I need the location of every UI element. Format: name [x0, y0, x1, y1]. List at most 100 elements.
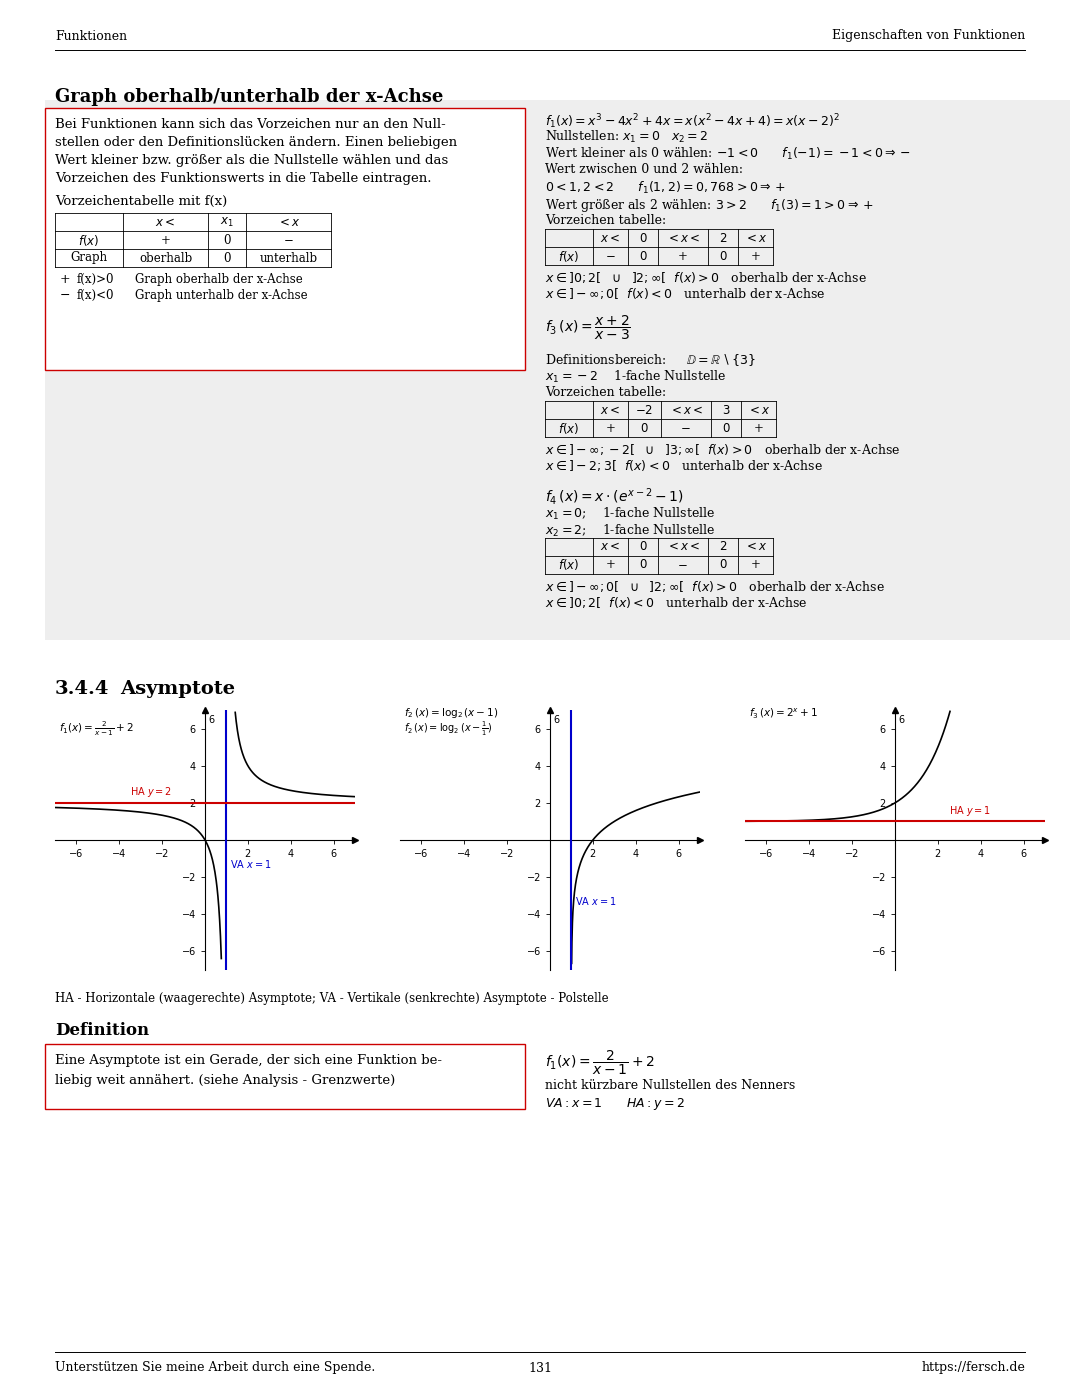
- Text: $x <$: $x <$: [600, 541, 621, 553]
- Text: $x \in ]-\infty;0[\ \ f(x) < 0\ \ $ unterhalb der x-Achse: $x \in ]-\infty;0[\ \ f(x) < 0\ \ $ unte…: [545, 286, 825, 300]
- Text: $x_1 = -2$    1-fache Nullstelle: $x_1 = -2$ 1-fache Nullstelle: [545, 369, 727, 386]
- Text: f(x)>0: f(x)>0: [77, 272, 114, 286]
- Text: −: −: [606, 250, 616, 263]
- Text: Nullstellen: $x_1 = 0\quad x_2 = 2$: Nullstellen: $x_1 = 0\quad x_2 = 2$: [545, 129, 708, 145]
- Text: Definition: Definition: [55, 1023, 149, 1039]
- Text: $f_3\,(x) = \dfrac{x+2}{x-3}$: $f_3\,(x) = \dfrac{x+2}{x-3}$: [545, 314, 631, 342]
- Text: 3.4.4: 3.4.4: [55, 680, 109, 698]
- Text: Definitionsbereich:     $\mathbb{D} = \mathbb{R} \setminus \{3\}$: Definitionsbereich: $\mathbb{D} = \mathb…: [545, 352, 756, 367]
- Text: unterhalb: unterhalb: [259, 251, 318, 264]
- Text: $0 < 1,2 < 2$      $f_1(1,2) = 0,768 > 0 \Rightarrow +$: $0 < 1,2 < 2$ $f_1(1,2) = 0,768 > 0 \Rig…: [545, 180, 786, 196]
- Text: $f_2\,(x) = \log_2(x-\frac{1}{1})$: $f_2\,(x) = \log_2(x-\frac{1}{1})$: [404, 719, 492, 738]
- Text: +: +: [60, 272, 70, 286]
- Text: Eine Asymptote ist ein Gerade, der sich eine Funktion be-: Eine Asymptote ist ein Gerade, der sich …: [55, 1053, 442, 1067]
- Text: $0$: $0$: [638, 250, 647, 263]
- Text: $f_2\,(x) = \log_2(x-1)$: $f_2\,(x) = \log_2(x-1)$: [404, 707, 499, 721]
- Text: Wert größer als 2 wählen: $3 > 2$      $f_1(3) = 1 > 0 \Rightarrow +$: Wert größer als 2 wählen: $3 > 2$ $f_1(3…: [545, 197, 874, 214]
- Text: $2$: $2$: [719, 541, 727, 553]
- Text: $0$: $0$: [638, 232, 647, 244]
- Text: $0$: $0$: [638, 559, 647, 571]
- Text: VA $x=1$: VA $x=1$: [230, 858, 271, 870]
- Text: Wert kleiner als 0 wählen: $-1 < 0$      $f_1(-1) = -1 < 0 \Rightarrow -$: Wert kleiner als 0 wählen: $-1 < 0$ $f_1…: [545, 147, 912, 162]
- Text: Vorzeichen tabelle:: Vorzeichen tabelle:: [545, 214, 666, 226]
- Text: $< x <$: $< x <$: [669, 404, 703, 416]
- Text: $f_3\,(x) = 2^x+1$: $f_3\,(x) = 2^x+1$: [750, 707, 819, 721]
- Text: $f(x)$: $f(x)$: [558, 249, 580, 264]
- Text: $0$: $0$: [721, 422, 730, 434]
- Text: $x \in ]0;2[\ \ f(x) < 0\ \ $ unterhalb der x-Achse: $x \in ]0;2[\ \ f(x) < 0\ \ $ unterhalb …: [545, 595, 808, 610]
- Text: $x \in ]-\infty;-2[\ \ \cup\ \ ]3;\infty[\ \ f(x) > 0\ \ $ oberhalb der x-Achse: $x \in ]-\infty;-2[\ \ \cup\ \ ]3;\infty…: [545, 441, 901, 457]
- Text: f(x)<0: f(x)<0: [77, 289, 114, 302]
- Text: HA $y=2$: HA $y=2$: [130, 785, 172, 799]
- Bar: [45, 1044, 525, 1109]
- Text: $< x$: $< x$: [744, 541, 767, 553]
- Text: 131: 131: [528, 1362, 552, 1375]
- Text: https://fersch.de: https://fersch.de: [921, 1362, 1025, 1375]
- Text: $f_4\,(x) = x \cdot (e^{x-2} - 1)$: $f_4\,(x) = x \cdot (e^{x-2} - 1)$: [545, 486, 684, 507]
- Text: +: +: [751, 559, 760, 571]
- Text: Vorzeichen tabelle:: Vorzeichen tabelle:: [545, 386, 666, 400]
- Text: $x_1$: $x_1$: [220, 215, 234, 229]
- Text: Asymptote: Asymptote: [120, 680, 235, 698]
- Text: $f(x)$: $f(x)$: [558, 420, 580, 436]
- Text: Graph oberhalb der x-Achse: Graph oberhalb der x-Achse: [135, 272, 302, 286]
- Text: 0: 0: [224, 233, 231, 246]
- Text: Unterstützen Sie meine Arbeit durch eine Spende.: Unterstützen Sie meine Arbeit durch eine…: [55, 1362, 375, 1375]
- Text: $f_1(x) = x^3 - 4x^2 + 4x = x(x^2 - 4x + 4) = x(x-2)^2$: $f_1(x) = x^3 - 4x^2 + 4x = x(x^2 - 4x +…: [545, 112, 840, 131]
- Text: $0$: $0$: [718, 559, 727, 571]
- Text: $VA : x = 1 \quad\quad HA : y = 2$: $VA : x = 1 \quad\quad HA : y = 2$: [545, 1097, 685, 1112]
- Text: +: +: [606, 559, 616, 571]
- Text: $x \in ]-2;3[\ \ f(x) < 0\ \ $ unterhalb der x-Achse: $x \in ]-2;3[\ \ f(x) < 0\ \ $ unterhalb…: [545, 458, 823, 474]
- Text: oberhalb: oberhalb: [139, 251, 192, 264]
- Text: HA $y=1$: HA $y=1$: [948, 805, 990, 819]
- Text: $x_2 = 2$;    1-fache Nullstelle: $x_2 = 2$; 1-fache Nullstelle: [545, 522, 715, 539]
- Text: Funktionen: Funktionen: [55, 29, 127, 42]
- Text: Eigenschaften von Funktionen: Eigenschaften von Funktionen: [832, 29, 1025, 42]
- Text: Graph oberhalb/unterhalb der x-Achse: Graph oberhalb/unterhalb der x-Achse: [55, 88, 444, 106]
- Text: $x <$: $x <$: [600, 232, 621, 244]
- Text: $3$: $3$: [721, 404, 730, 416]
- Text: +: +: [606, 422, 616, 434]
- Text: 6: 6: [553, 715, 559, 725]
- Text: $f_1(x) = \dfrac{2}{x-1} + 2$: $f_1(x) = \dfrac{2}{x-1} + 2$: [545, 1049, 654, 1077]
- Text: −: −: [681, 422, 691, 434]
- Text: Bei Funktionen kann sich das Vorzeichen nur an den Null-: Bei Funktionen kann sich das Vorzeichen …: [55, 117, 446, 131]
- Text: $2$: $2$: [719, 232, 727, 244]
- Text: $f(x)$: $f(x)$: [558, 557, 580, 573]
- Text: 6: 6: [208, 715, 214, 725]
- Text: $< x <$: $< x <$: [666, 232, 700, 244]
- Text: VA $x=1$: VA $x=1$: [575, 895, 616, 907]
- Text: Wert kleiner bzw. größer als die Nullstelle wählen und das: Wert kleiner bzw. größer als die Nullste…: [55, 154, 448, 168]
- Text: $< x$: $< x$: [276, 215, 300, 229]
- Text: −: −: [284, 233, 294, 246]
- Text: $< x <$: $< x <$: [666, 541, 700, 553]
- Text: $x \in ]0;2[\ \ \cup\ \ ]2;\infty[\ \ f(x) > 0\ \ $ oberhalb der x-Achse: $x \in ]0;2[\ \ \cup\ \ ]2;\infty[\ \ f(…: [545, 270, 867, 285]
- Text: −: −: [60, 289, 70, 302]
- Text: Graph: Graph: [70, 251, 108, 264]
- Text: $x <$: $x <$: [156, 215, 176, 229]
- Text: −: −: [678, 559, 688, 571]
- Text: $0$: $0$: [718, 250, 727, 263]
- Text: stellen oder den Definitionslücken ändern. Einen beliebigen: stellen oder den Definitionslücken änder…: [55, 136, 457, 149]
- Text: $0$: $0$: [640, 422, 649, 434]
- Text: 0: 0: [224, 251, 231, 264]
- Text: +: +: [678, 250, 688, 263]
- Text: 6: 6: [899, 715, 904, 725]
- Text: $f_1(x) = \frac{2}{x-1}+2$: $f_1(x) = \frac{2}{x-1}+2$: [59, 719, 134, 738]
- Bar: [45, 108, 525, 370]
- Text: Vorzeichentabelle mit f(x): Vorzeichentabelle mit f(x): [55, 196, 227, 208]
- Text: $-2$: $-2$: [635, 404, 653, 416]
- Text: $0$: $0$: [638, 541, 647, 553]
- Text: $< x$: $< x$: [746, 404, 770, 416]
- Text: $x \in ]-\infty;0[\ \ \cup\ \ ]2;\infty[\ \ f(x) > 0\ \ $ oberhalb der x-Achse: $x \in ]-\infty;0[\ \ \cup\ \ ]2;\infty[…: [545, 578, 885, 594]
- Text: nicht kürzbare Nullstellen des Nenners: nicht kürzbare Nullstellen des Nenners: [545, 1078, 795, 1092]
- Text: +: +: [754, 422, 764, 434]
- Bar: [45, 101, 1035, 640]
- Text: liebig weit annähert. (siehe Analysis - Grenzwerte): liebig weit annähert. (siehe Analysis - …: [55, 1074, 395, 1087]
- Text: Wert zwischen 0 und 2 wählen:: Wert zwischen 0 und 2 wählen:: [545, 163, 743, 176]
- Text: Graph unterhalb der x-Achse: Graph unterhalb der x-Achse: [135, 289, 308, 302]
- Text: HA - Horizontale (waagerechte) Asymptote; VA - Vertikale (senkrechte) Asymptote : HA - Horizontale (waagerechte) Asymptote…: [55, 992, 609, 1004]
- Text: $x <$: $x <$: [600, 404, 621, 416]
- Text: +: +: [161, 233, 171, 246]
- Text: $f(x)$: $f(x)$: [79, 232, 99, 247]
